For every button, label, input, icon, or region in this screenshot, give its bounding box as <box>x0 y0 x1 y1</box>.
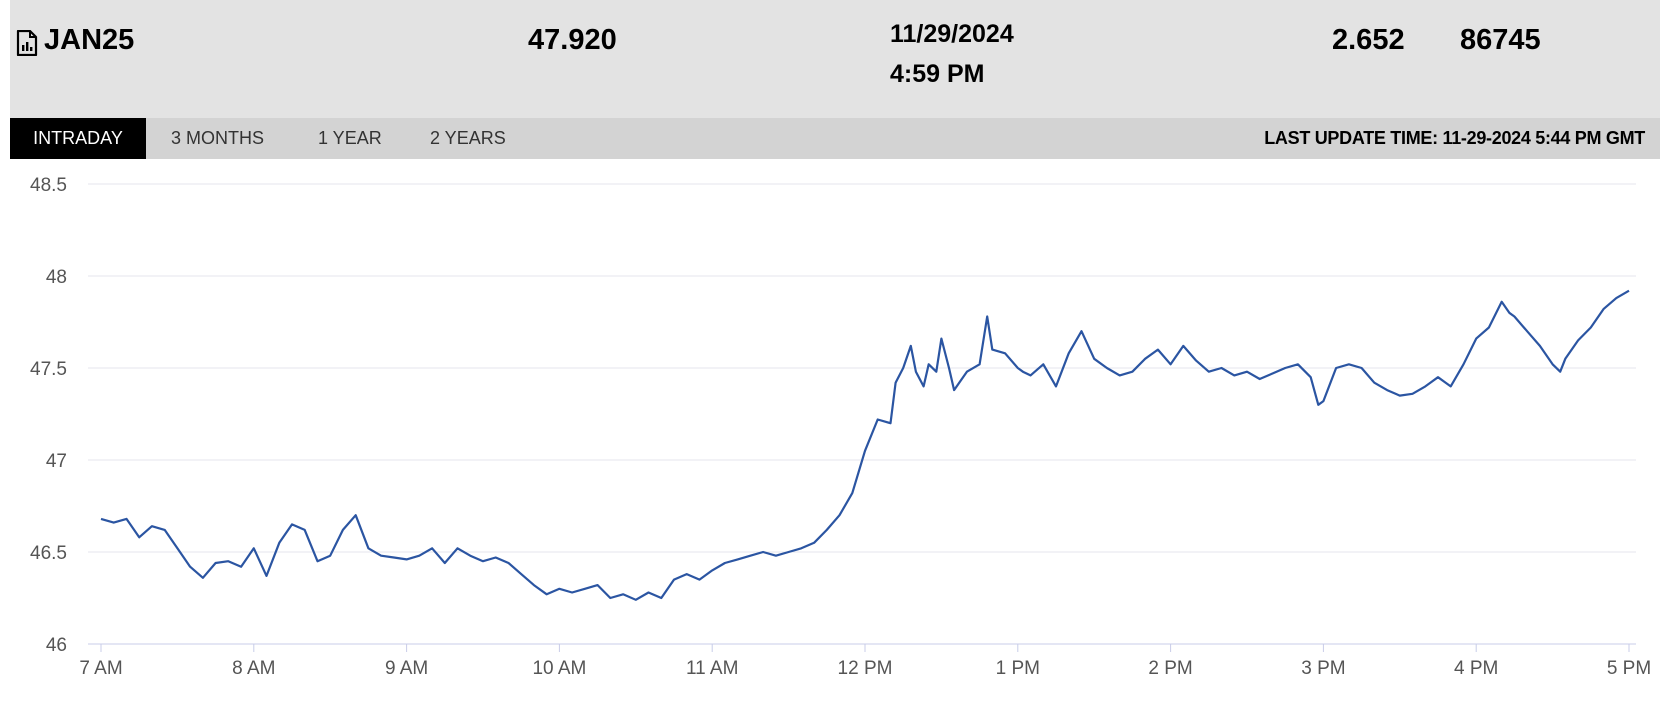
y-tick-label: 47 <box>46 451 67 472</box>
price-change: 2.652 <box>1332 24 1405 56</box>
y-tick-label: 48 <box>46 267 67 288</box>
x-tick-label: 2 PM <box>1148 658 1192 679</box>
tab-2-years[interactable]: 2 YEARS <box>430 128 506 148</box>
quote-date: 11/29/2024 <box>890 20 1014 48</box>
tab-intraday[interactable]: INTRADAY <box>10 118 146 159</box>
price-chart: 48.5 48 47.5 47 46.5 46 7 AM 8 AM 9 AM 10 AM 11 A… <box>30 175 1651 679</box>
x-tick-label: 1 PM <box>996 658 1040 679</box>
quote-header: JAN25 47.920 11/29/2024 4:59 PM 2.652 86… <box>10 0 1660 119</box>
x-tick-label: 3 PM <box>1301 658 1345 679</box>
chart-document-icon[interactable] <box>16 30 38 56</box>
x-tick-label: 5 PM <box>1607 658 1651 679</box>
x-tick-label: 11 AM <box>686 658 738 679</box>
tab-1-year[interactable]: 1 YEAR <box>318 128 382 148</box>
y-tick-label: 48.5 <box>30 175 67 196</box>
x-tick-label: 10 AM <box>532 658 586 679</box>
volume: 86745 <box>1460 24 1541 56</box>
chart-grid <box>88 183 1636 645</box>
x-tick-label: 12 PM <box>838 658 893 679</box>
x-axis: 7 AM 8 AM 9 AM 10 AM 11 AM 12 PM 1 PM 2 PM 3 PM 4… <box>79 644 1651 679</box>
y-tick-label: 46.5 <box>30 543 67 564</box>
tab-3-months[interactable]: 3 MONTHS <box>171 128 265 148</box>
x-tick-label: 8 AM <box>232 658 275 679</box>
symbol: JAN25 <box>44 24 135 56</box>
y-axis-ticks: 48.5 48 47.5 47 46.5 46 <box>30 175 67 656</box>
y-tick-label: 47.5 <box>30 359 67 380</box>
last-price: 47.920 <box>528 24 617 56</box>
last-update-time: LAST UPDATE TIME: 11-29-2024 5:44 PM GMT <box>1264 128 1645 148</box>
quote-time: 4:59 PM <box>890 60 985 88</box>
x-tick-label: 7 AM <box>79 658 122 679</box>
y-tick-label: 46 <box>46 635 67 656</box>
x-tick-label: 9 AM <box>385 658 428 679</box>
x-tick-label: 4 PM <box>1454 658 1498 679</box>
range-tabs: INTRADAY 3 MONTHS 1 YEAR 2 YEARS LAST UP… <box>10 118 1660 159</box>
price-line <box>100 289 1630 601</box>
